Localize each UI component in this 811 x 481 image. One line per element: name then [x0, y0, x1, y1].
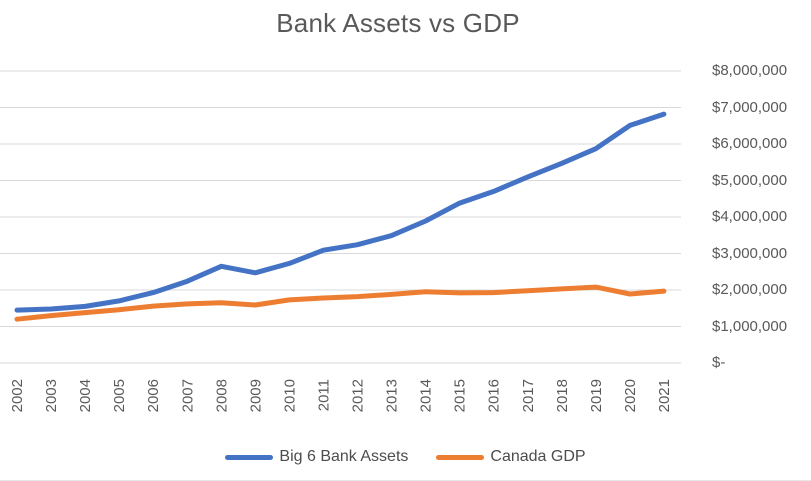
x-axis-tick-label: 2004 [77, 379, 94, 412]
x-axis-tick-label: 2008 [213, 379, 230, 412]
x-axis-tick-label: 2016 [486, 379, 503, 412]
y-axis-tick-label: $8,000,000 [712, 62, 788, 79]
x-axis-tick-label: 2014 [418, 379, 435, 412]
legend-label-canada-gdp: Canada GDP [490, 448, 586, 465]
x-axis-tick-label: 2012 [350, 379, 367, 412]
y-axis-tick-label: $- [712, 354, 726, 371]
x-axis-tick-label: 2017 [520, 379, 537, 412]
x-axis-tick-label: 2013 [384, 379, 401, 412]
series-line-canada-gdp [14, 284, 667, 322]
y-axis-tick-label: $7,000,000 [712, 98, 788, 116]
legend: Big 6 Bank Assets Canada GDP [0, 448, 811, 466]
chart-title: Bank Assets vs GDP [276, 8, 520, 38]
x-axis-tick-label: 2010 [281, 379, 298, 412]
y-axis-tick-label: $4,000,000 [712, 208, 788, 225]
x-axis-tick-label: 2007 [179, 379, 196, 412]
series-line-big-6-bank-assets [14, 111, 667, 313]
x-axis-tick-label: 2018 [554, 379, 571, 412]
legend-item-big-6-bank-assets: Big 6 Bank Assets [225, 448, 408, 466]
y-axis-tick-label: $6,000,000 [712, 135, 788, 152]
x-axis-tick-label: 2021 [656, 379, 673, 412]
x-axis-tick-label: 2011 [315, 379, 332, 411]
x-axis-tick-label: 2020 [622, 379, 639, 412]
x-axis-tick-label: 2019 [588, 379, 605, 412]
x-axis-tick-label: 2015 [452, 379, 469, 412]
legend-label-big-6-bank-assets: Big 6 Bank Assets [279, 448, 409, 465]
legend-marker-big-6-bank-assets [225, 454, 274, 460]
legend-item-canada-gdp: Canada GDP [436, 448, 586, 466]
y-axis-tick-label: $2,000,000 [712, 281, 788, 298]
legend-marker-canada-gdp [436, 454, 485, 460]
y-axis-tick-label: $3,000,000 [712, 244, 788, 262]
x-axis-tick-label: 2005 [111, 379, 128, 412]
y-axis-tick-label: $5,000,000 [712, 171, 788, 189]
x-axis-tick-label: 2002 [9, 379, 26, 412]
x-axis-tick-label: 2009 [247, 379, 264, 412]
x-axis-tick-label: 2003 [43, 379, 60, 412]
x-axis-tick-label: 2006 [145, 379, 162, 412]
y-axis-tick-label: $1,000,000 [712, 317, 788, 335]
